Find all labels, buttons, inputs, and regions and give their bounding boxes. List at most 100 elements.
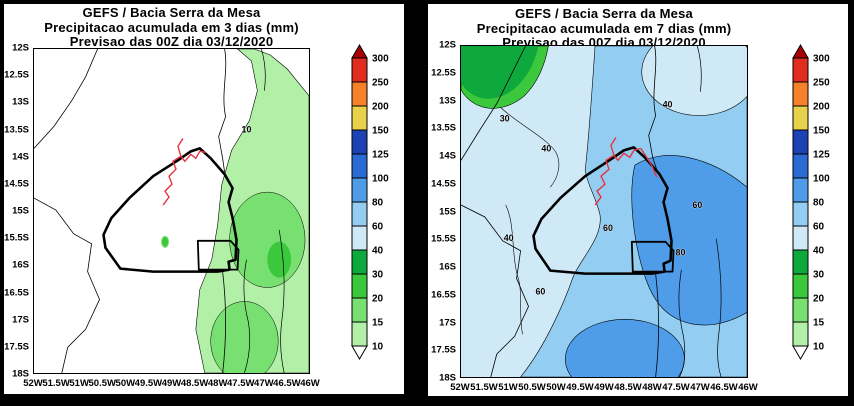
colorbar-arrow-bottom: [792, 345, 809, 361]
precip-spot: [161, 235, 170, 248]
lon-tick-label: 46W: [738, 382, 758, 393]
colorbar-segment: [351, 177, 368, 203]
river-line: [278, 229, 285, 373]
lat-tick-label: 18S: [439, 372, 456, 384]
lon-tick-label: 51.5W: [42, 378, 70, 389]
colorbar-svg: 300 250 200 150 125 100 80 60 40 30 20 15 10: [792, 43, 830, 361]
red-river-main: [162, 150, 206, 206]
panel-forecast-date: Previsao das 00Z dia 03/12/2020: [69, 34, 274, 49]
colorbar-label: 30: [813, 270, 825, 281]
colorbar-segment: [792, 177, 809, 203]
lat-tick-label: 16S: [12, 259, 29, 271]
lat-tick-label: 14.5S: [4, 178, 29, 190]
lon-tick-label: 51.5W: [470, 382, 498, 393]
colorbar-label: 300: [813, 54, 830, 65]
colorbar-label: 125: [372, 150, 389, 161]
lat-tick-label: 17S: [12, 314, 29, 326]
rivers: [243, 49, 285, 373]
lon-axis: 52W 51.5W 51W 50.5W 50W 49.5W 49W 48.5W 48W 47.5W…: [450, 379, 758, 393]
panel-title: GEFS / Bacia Serra da Mesa: [515, 6, 693, 21]
colorbar-label: 100: [813, 174, 830, 185]
map-3day: 10: [33, 48, 310, 374]
contour-line: [500, 107, 560, 188]
contour-labels: 30 40 40 40 60 60 60 80: [499, 99, 702, 296]
colorbar-label: 40: [372, 246, 384, 257]
colorbar-label: 150: [813, 126, 830, 137]
contour-label: 80: [675, 248, 685, 258]
title-block-7day: GEFS / Bacia Serra da Mesa Precipitacao …: [458, 6, 750, 51]
state-boundary: [34, 197, 100, 373]
lat-tick-label: 13.5S: [4, 124, 29, 135]
precip-shading-7day: [461, 46, 747, 377]
red-river-tail: [640, 147, 658, 178]
colorbar-label: 15: [813, 318, 825, 329]
colorbar-segment: [792, 81, 809, 107]
panel-precip-7day: GEFS / Bacia Serra da Mesa Precipitacao …: [428, 4, 848, 396]
colorbar-segment: [792, 273, 809, 299]
lat-tick-label: 15.5S: [4, 232, 29, 244]
lat-tick-label: 13.5S: [431, 122, 456, 134]
state-boundaries: [461, 46, 659, 377]
sub-basin-outline: [630, 240, 675, 273]
colorbar-segment: [792, 225, 809, 251]
colorbar-3day: 300 250 200 150 125 100 80 60 40 30 20 15 10: [351, 43, 403, 366]
lon-tick-label: 47W: [254, 378, 274, 389]
rivers: [678, 46, 722, 377]
lat-tick-label: 17S: [439, 317, 456, 328]
lon-tick-label: 49W: [594, 382, 614, 393]
colorbar-label: 15: [372, 318, 384, 329]
sub-basin-outline: [196, 239, 240, 271]
panel-subtitle: Precipitacao acumulada em 7 dias (mm): [476, 20, 732, 36]
river-line: [678, 269, 686, 377]
lon-tick-label: 50W: [546, 382, 566, 393]
map-7day: 30 40 40 40 60 60 60 80: [460, 45, 748, 378]
lat-tick-label: 18S: [12, 368, 29, 380]
contour-label: 40: [541, 143, 551, 153]
colorbar-segment: [792, 105, 809, 131]
lon-tick-label: 50W: [115, 378, 136, 389]
panel-title: GEFS / Bacia Serra da Mesa: [82, 5, 261, 20]
colorbar-segment: [351, 225, 368, 251]
precip-region-80-100mm: [631, 155, 747, 326]
contour-label: 10: [241, 124, 251, 134]
state-boundary: [218, 49, 227, 173]
colorbar-label: 300: [372, 54, 389, 65]
lat-axis: 12S 12.5S 13S 13.5S 14S 14.5S 15S 15.5S 16S 16.5S…: [4, 43, 31, 380]
lat-axis: 12S 12.5S 13S 13.5S 14S 14.5S 15S 15.5S 16S 16.5S…: [430, 40, 458, 384]
colorbar-label: 10: [372, 342, 384, 353]
contour-line: [505, 204, 523, 335]
lat-tick-label: 16.5S: [4, 287, 29, 298]
lon-axis: 52W 51.5W 51W 50.5W 50W 49.5W 49W 48.5W 48W 47.5W…: [23, 375, 320, 389]
lat-tick-label: 13S: [439, 95, 456, 106]
river-line: [697, 46, 702, 92]
colorbar-label: 30: [372, 270, 384, 281]
lon-tick-label: 48.5W: [614, 382, 642, 393]
colorbar-segment: [792, 57, 809, 83]
colorbar-label: 100: [372, 174, 389, 185]
colorbar-label: 150: [372, 126, 389, 137]
colorbar-arrow-top: [792, 43, 809, 59]
lon-tick-label: 50.5W: [88, 378, 116, 389]
lat-tick-label: 13S: [12, 96, 29, 108]
river-line: [261, 49, 266, 91]
lon-tick-label: 48W: [207, 378, 228, 389]
lat-tick-label: 12.5S: [4, 69, 29, 81]
title-block-3day: GEFS / Bacia Serra da Mesa Precipitacao …: [31, 5, 312, 50]
state-boundary: [222, 271, 226, 373]
precip-region-20-30mm: [267, 241, 292, 278]
colorbar-segment: [351, 321, 368, 347]
lon-tick-label: 50.5W: [518, 382, 546, 393]
colorbar-segment: [351, 249, 368, 275]
lon-tick-label: 47.5W: [662, 382, 690, 393]
red-river-branch: [610, 137, 617, 156]
map-7day-svg: 30 40 40 40 60 60 60 80: [461, 46, 747, 377]
basin-outline: [532, 146, 673, 275]
contour-labels: 10: [241, 124, 252, 135]
contour-label: 40: [663, 100, 673, 110]
lon-tick-label: 49.5W: [134, 378, 163, 389]
lat-tick-label: 15S: [439, 206, 456, 217]
lon-tick-label: 46.5W: [273, 378, 301, 389]
precip-region-15-20mm: [229, 191, 306, 288]
colorbar-segment: [351, 81, 368, 107]
